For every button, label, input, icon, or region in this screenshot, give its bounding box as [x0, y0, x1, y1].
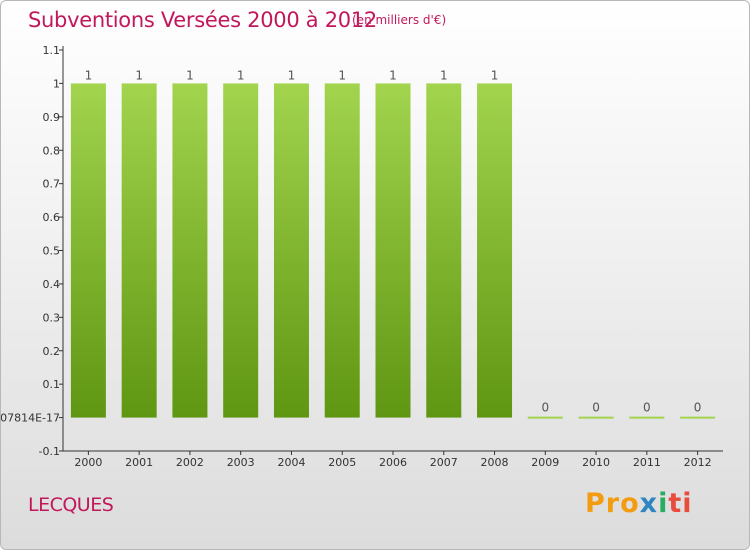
data-label: 1 [237, 68, 245, 82]
x-tick-label: 2011 [633, 456, 661, 469]
data-label: 0 [643, 401, 651, 415]
x-tick-label: 2003 [227, 456, 255, 469]
x-tick-label: 2004 [277, 456, 305, 469]
logo-part: ti [668, 488, 693, 519]
data-label: 1 [491, 68, 499, 82]
bar [70, 83, 106, 418]
y-tick-label: 1 [53, 77, 60, 90]
bar [172, 83, 208, 418]
x-tick-label: 2001 [125, 456, 153, 469]
bar [273, 83, 309, 418]
y-tick-label: 0.2 [43, 345, 61, 358]
x-tick-label: 2009 [531, 456, 559, 469]
y-tick-label: 0.8 [43, 144, 61, 157]
x-tick-label: 2006 [379, 456, 407, 469]
commune-name: LECQUES [28, 494, 114, 516]
logo-part: x [639, 488, 659, 519]
y-tick-label: 0.6 [43, 211, 61, 224]
y-tick-label: -0.1 [39, 445, 60, 458]
data-label: 1 [440, 68, 448, 82]
x-tick-label: 2008 [481, 456, 509, 469]
x-tick-label: 2007 [430, 456, 458, 469]
logo-part: i [658, 488, 669, 519]
data-label: 1 [135, 68, 143, 82]
bar [324, 83, 360, 418]
y-tick-label: 0.4 [43, 278, 61, 291]
proxiti-logo: Proxiti [585, 488, 693, 519]
y-tick-label: 0.5 [43, 245, 61, 258]
data-label: 1 [288, 68, 296, 82]
data-label: 0 [694, 401, 702, 415]
bar [121, 83, 157, 418]
bar [477, 83, 513, 418]
x-tick-label: 2012 [684, 456, 712, 469]
logo-part: Pro [585, 488, 640, 519]
chart-title: Subventions Versées 2000 à 2012 [28, 8, 377, 32]
chart-unit-note: (en milliers d'€) [352, 13, 447, 27]
y-tick-label: 1.1 [43, 44, 61, 57]
bar [223, 83, 259, 418]
bar [426, 83, 462, 418]
x-tick-label: 2000 [74, 456, 102, 469]
x-tick-label: 2005 [328, 456, 356, 469]
x-tick-label: 2002 [176, 456, 204, 469]
data-label: 0 [541, 401, 549, 415]
x-tick-label: 2010 [582, 456, 610, 469]
data-label: 1 [186, 68, 194, 82]
y-tick-label: 0.9 [43, 111, 61, 124]
data-label: 1 [389, 68, 397, 82]
y-tick-label: 0.3 [43, 311, 61, 324]
y-tick-label: 0.7 [43, 178, 61, 191]
data-label: 1 [338, 68, 346, 82]
y-tick-label: 1.3877787807814E-17 [1, 412, 60, 425]
y-tick-label: 0.1 [43, 378, 61, 391]
data-label: 1 [85, 68, 93, 82]
data-label: 0 [592, 401, 600, 415]
bar [375, 83, 411, 418]
